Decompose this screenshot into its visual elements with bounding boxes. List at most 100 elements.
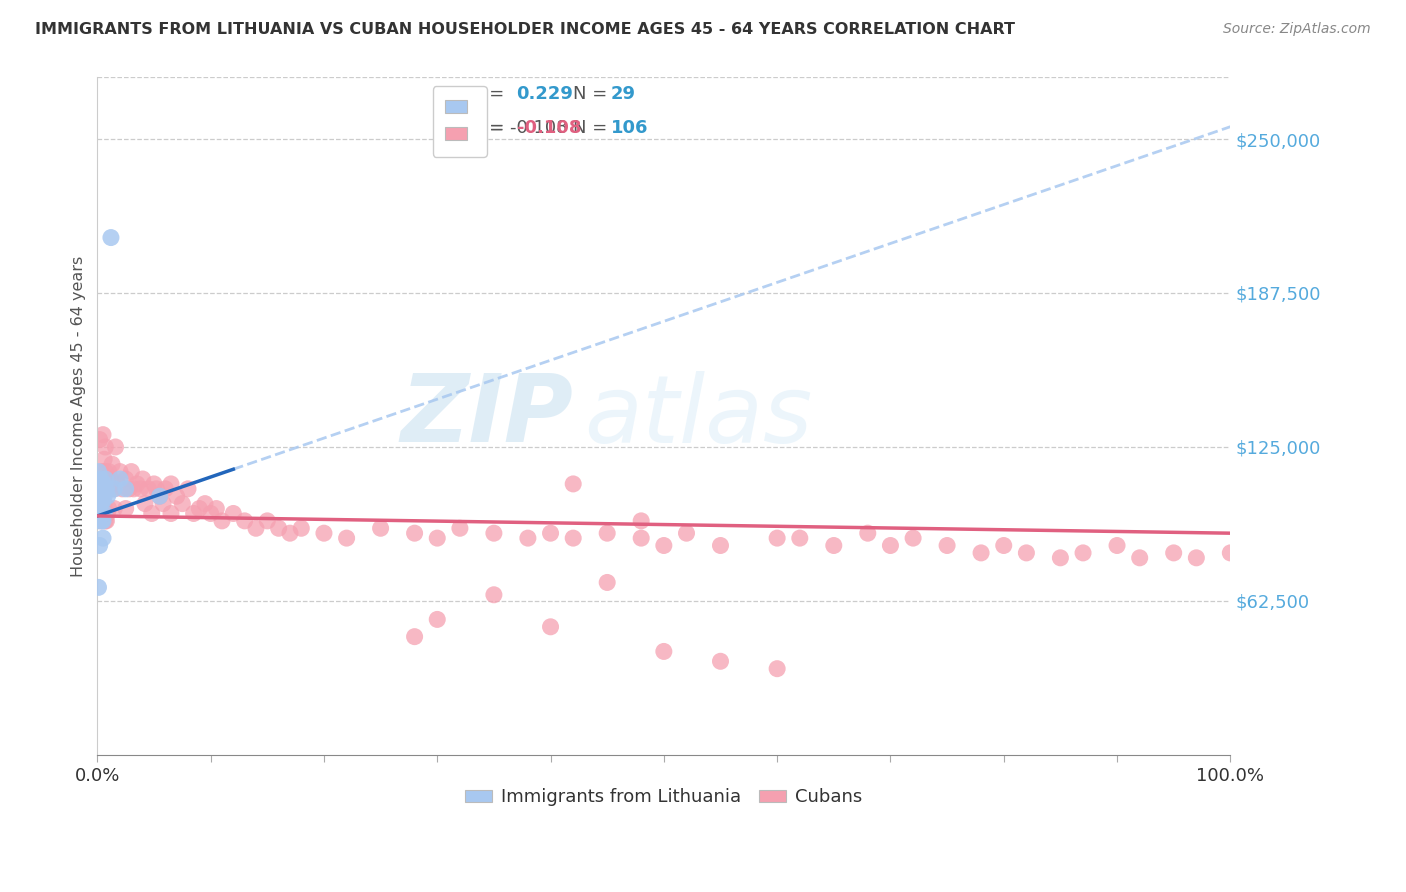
Point xyxy=(93,497,115,511)
Point xyxy=(94,472,117,486)
Point xyxy=(188,501,211,516)
Point xyxy=(93,452,115,467)
Point xyxy=(104,440,127,454)
Point xyxy=(114,482,136,496)
Point xyxy=(155,482,177,496)
Point xyxy=(233,514,256,528)
Point xyxy=(91,472,114,486)
Point xyxy=(94,465,117,479)
Point xyxy=(87,465,110,479)
Point xyxy=(166,489,188,503)
Point xyxy=(96,514,118,528)
Point xyxy=(141,507,163,521)
Point xyxy=(789,531,811,545)
Point xyxy=(89,433,111,447)
Point xyxy=(200,507,222,521)
Point xyxy=(183,507,205,521)
Point xyxy=(87,581,110,595)
Point xyxy=(152,497,174,511)
Point xyxy=(98,482,121,496)
Point xyxy=(108,465,131,479)
Point xyxy=(901,531,924,545)
Point xyxy=(194,497,217,511)
Point xyxy=(134,497,156,511)
Point xyxy=(131,472,153,486)
Point xyxy=(118,482,141,496)
Point xyxy=(1049,550,1071,565)
Point xyxy=(149,489,172,503)
Point xyxy=(143,477,166,491)
Point xyxy=(970,546,993,560)
Point xyxy=(87,514,110,528)
Text: 0.229: 0.229 xyxy=(516,86,574,103)
Point xyxy=(1015,546,1038,560)
Point xyxy=(103,482,125,496)
Point xyxy=(89,482,111,496)
Text: 106: 106 xyxy=(610,120,648,137)
Point xyxy=(129,482,152,496)
Point xyxy=(97,501,120,516)
Point xyxy=(879,539,901,553)
Point xyxy=(90,477,112,491)
Point xyxy=(90,514,112,528)
Point xyxy=(336,531,359,545)
Point xyxy=(149,489,172,503)
Point xyxy=(87,482,110,496)
Point xyxy=(103,501,125,516)
Point xyxy=(766,531,789,545)
Point xyxy=(160,507,183,521)
Point xyxy=(114,501,136,516)
Point xyxy=(91,482,114,496)
Point xyxy=(89,501,111,516)
Text: R =: R = xyxy=(471,86,505,103)
Text: N =: N = xyxy=(574,86,607,103)
Point xyxy=(138,482,160,496)
Point xyxy=(90,477,112,491)
Point xyxy=(108,472,131,486)
Text: -0.108: -0.108 xyxy=(516,120,581,137)
Point xyxy=(267,521,290,535)
Point xyxy=(482,526,505,541)
Point xyxy=(172,497,194,511)
Point xyxy=(278,526,301,541)
Point xyxy=(596,575,619,590)
Point xyxy=(160,477,183,491)
Legend: Immigrants from Lithuania, Cubans: Immigrants from Lithuania, Cubans xyxy=(458,781,870,814)
Point xyxy=(205,501,228,516)
Point xyxy=(96,482,118,496)
Point xyxy=(91,507,114,521)
Point xyxy=(562,531,585,545)
Point xyxy=(91,531,114,545)
Point xyxy=(709,539,731,553)
Point xyxy=(91,494,114,508)
Point xyxy=(96,489,118,503)
Point xyxy=(823,539,845,553)
Point xyxy=(125,477,148,491)
Point xyxy=(111,482,134,496)
Point xyxy=(96,472,118,486)
Point xyxy=(93,477,115,491)
Point xyxy=(596,526,619,541)
Point xyxy=(120,465,142,479)
Text: Source: ZipAtlas.com: Source: ZipAtlas.com xyxy=(1223,22,1371,37)
Point xyxy=(1071,546,1094,560)
Point xyxy=(652,644,675,658)
Point xyxy=(1163,546,1185,560)
Point xyxy=(766,662,789,676)
Point xyxy=(370,521,392,535)
Point xyxy=(94,514,117,528)
Text: R =: R = xyxy=(471,120,505,137)
Point xyxy=(540,620,562,634)
Point xyxy=(630,531,652,545)
Point xyxy=(93,507,115,521)
Text: R = -0.108: R = -0.108 xyxy=(471,120,568,137)
Point xyxy=(100,230,122,244)
Point xyxy=(256,514,278,528)
Point xyxy=(562,477,585,491)
Point xyxy=(114,472,136,486)
Point xyxy=(936,539,959,553)
Text: ZIP: ZIP xyxy=(401,370,574,462)
Text: N =: N = xyxy=(574,120,607,137)
Point xyxy=(94,440,117,454)
Point xyxy=(222,507,245,521)
